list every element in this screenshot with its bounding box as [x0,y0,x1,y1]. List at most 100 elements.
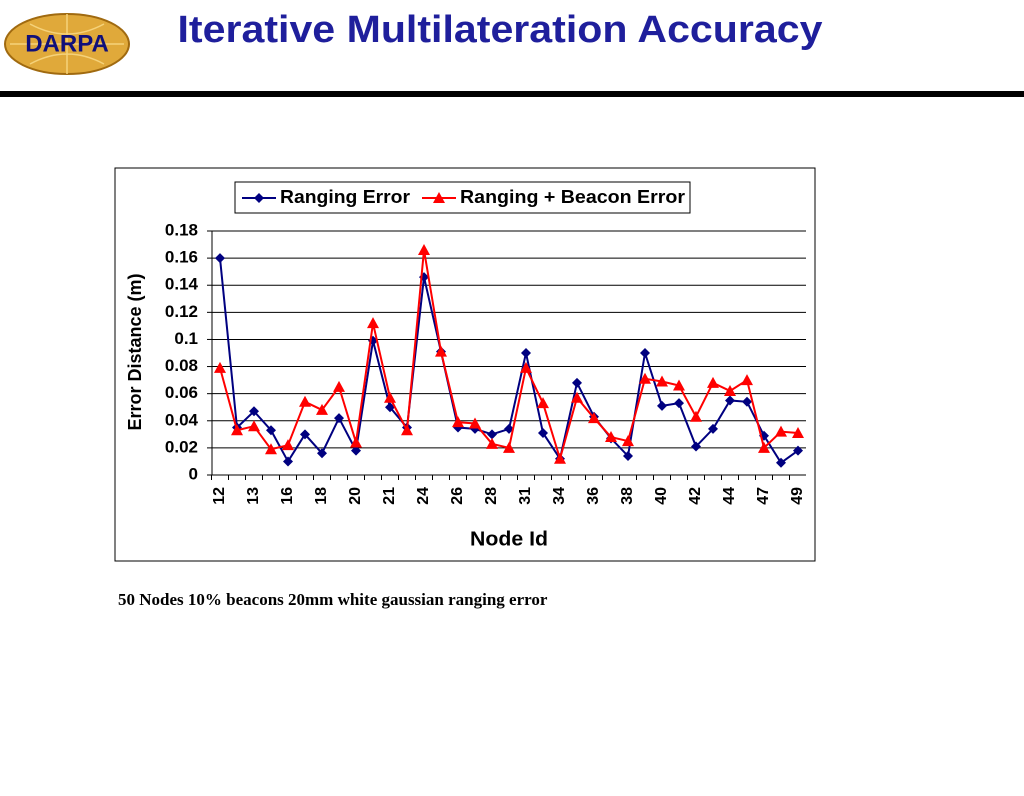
data-point [554,452,566,464]
data-point [588,412,600,424]
data-point [266,425,276,436]
x-tick-label: 12 [211,487,228,505]
data-point [521,348,531,358]
data-point [572,377,582,388]
x-tick-label: 31 [517,487,534,505]
data-point [351,445,361,456]
data-point [622,435,634,447]
title-rule [0,91,1024,97]
data-point [724,384,736,396]
y-tick-label: 0.16 [165,248,198,267]
y-tick-label: 0.02 [165,437,198,456]
x-tick-label: 47 [755,487,772,505]
data-point [775,425,787,437]
legend-box [234,181,691,214]
x-tick-label: 28 [483,487,500,505]
data-point [656,375,668,387]
data-point [300,429,310,440]
data-point [639,372,651,384]
y-tick-label: 0.18 [165,220,198,239]
data-point [214,361,226,373]
legend-marker [254,193,264,203]
data-point [708,423,718,434]
data-point [249,406,259,417]
data-point [486,437,498,449]
data-point [452,416,464,428]
data-point [571,391,583,403]
data-point [333,380,345,392]
legend-marker [433,192,445,203]
x-tick-label: 13 [245,487,262,505]
x-tick-label: 40 [653,487,670,505]
y-tick-label: 0.1 [174,329,198,348]
slide-title: Iterative Multilateration Accuracy [178,9,823,51]
data-point [487,429,497,440]
data-point [741,374,753,386]
data-point [367,317,379,329]
data-point [605,431,617,443]
data-point [673,379,685,391]
y-tick-label: 0.12 [165,302,198,321]
x-tick-label: 26 [449,487,466,505]
data-point [215,253,225,264]
x-tick-label: 34 [551,487,568,505]
data-point [691,441,701,452]
caption: 50 Nodes 10% beacons 20mm white gaussian… [118,590,548,609]
data-point [725,395,735,406]
x-tick-label: 20 [347,487,364,505]
data-point [707,376,719,388]
data-point [248,420,260,432]
x-axis-label: Node Id [470,528,548,550]
y-tick-label: 0 [189,464,198,483]
data-point [657,400,667,411]
x-tick-label: 16 [279,487,296,505]
data-point [758,441,770,453]
y-tick-label: 0.06 [165,383,198,402]
data-point [469,417,481,429]
data-point [538,427,548,438]
data-point [674,398,684,409]
data-point [690,410,702,422]
logo-text: DARPA [25,30,109,57]
x-tick-label: 24 [415,487,432,505]
data-point [334,413,344,424]
data-point [742,396,752,407]
x-tick-label: 18 [313,487,330,505]
data-point [384,391,396,403]
x-tick-label: 42 [687,487,704,505]
x-tick-label: 49 [789,487,806,505]
data-point [231,424,243,436]
data-point [792,426,804,438]
y-tick-label: 0.14 [165,275,199,294]
data-point [503,441,515,453]
data-point [418,243,430,255]
data-point [435,345,447,357]
data-point [401,424,413,436]
data-point [537,397,549,409]
x-tick-label: 44 [721,487,738,505]
data-point [265,443,277,455]
data-point [623,451,633,462]
y-tick-label: 0.04 [165,410,199,429]
legend-label: Ranging Error [280,187,410,207]
x-tick-label: 38 [619,487,636,505]
x-tick-label: 36 [585,487,602,505]
data-point [520,361,532,373]
data-point [640,348,650,358]
data-point [316,403,328,415]
data-point [776,457,786,468]
data-point [283,456,293,467]
data-point [385,402,395,413]
legend-label: Ranging + Beacon Error [460,187,685,207]
data-point [317,448,327,459]
logo-lines [10,14,124,74]
data-point [793,445,803,456]
data-point [350,436,362,448]
y-axis-label: Error Distance (m) [125,273,145,430]
y-tick-label: 0.08 [165,356,198,375]
data-point [282,439,294,451]
data-point [299,395,311,407]
x-tick-label: 21 [381,487,398,505]
